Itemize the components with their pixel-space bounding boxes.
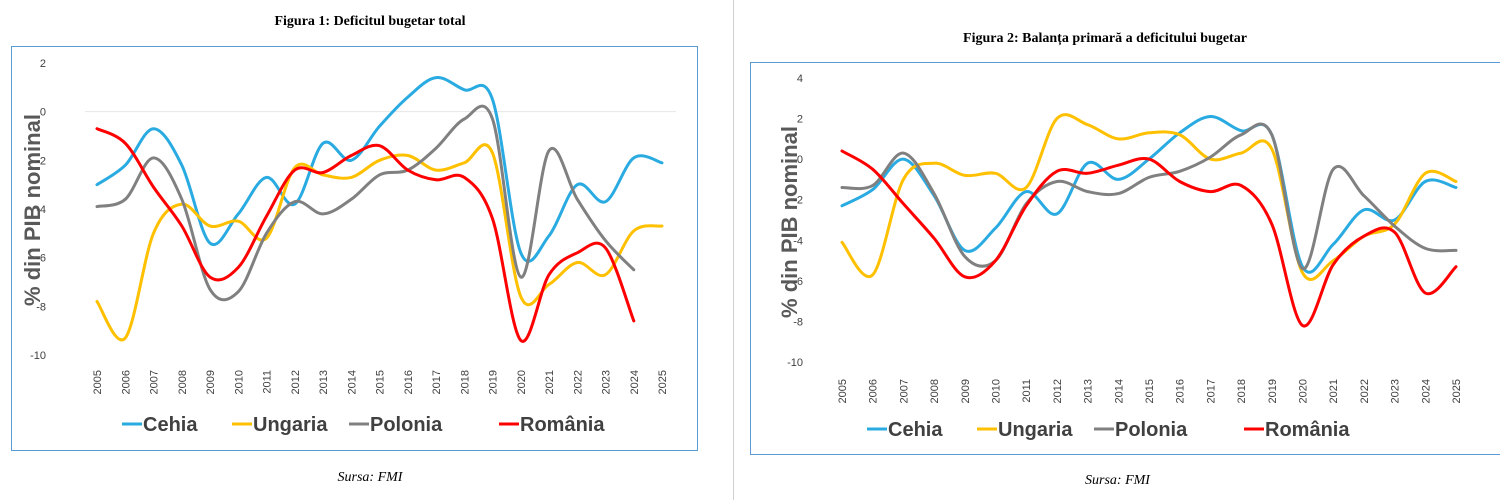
y-tick-label: 0 — [797, 154, 803, 166]
x-tick-label: 2018 — [459, 370, 471, 394]
y-tick-label: -2 — [36, 155, 46, 167]
y-tick-label: -4 — [793, 235, 803, 247]
series-line-romnia — [840, 149, 1458, 328]
x-tick-label: 2009 — [960, 379, 972, 403]
x-tick-label: 2005 — [92, 370, 104, 394]
y-tick-label: -2 — [793, 195, 803, 207]
x-tick-label: 2009 — [205, 370, 217, 394]
x-tick-label: 2007 — [898, 379, 910, 403]
y-tick-label: -10 — [30, 350, 46, 362]
line-chart-1: % din PIB nominal 2 0 -2 -4 -6 -8 -10 2005 2006 20… — [20, 58, 676, 436]
legend-label: Ungaria — [253, 414, 328, 436]
chart-source: Sursa: FMI — [337, 470, 403, 485]
series-line-polonia — [95, 104, 636, 302]
x-tick-label: 2019 — [1267, 379, 1279, 403]
legend-label: Ungaria — [998, 419, 1073, 441]
y-tick-label: -10 — [787, 357, 803, 369]
legend-label: Cehia — [888, 419, 943, 441]
x-tick-label: 2025 — [1451, 379, 1463, 403]
legend-label: Polonia — [1115, 419, 1188, 441]
chart-title: Figura 2: Balanța primară a deficitului … — [963, 31, 1247, 46]
x-tick-label: 2025 — [657, 370, 669, 394]
legend-label: România — [520, 414, 605, 436]
x-tick-label: 2005 — [837, 379, 849, 403]
x-tick-label: 2015 — [1144, 379, 1156, 403]
y-tick-label: 2 — [797, 114, 803, 126]
x-tick-label: 2010 — [991, 379, 1003, 403]
x-tick-label: 2022 — [572, 370, 584, 394]
x-tick-label: 2010 — [233, 370, 245, 394]
x-tick-label: 2008 — [929, 379, 941, 403]
y-axis-label: % din PIB nominal — [20, 114, 45, 306]
x-tick-label: 2020 — [1298, 379, 1310, 403]
x-tick-label: 2019 — [488, 370, 500, 394]
x-tick-label: 2020 — [516, 370, 528, 394]
x-tick-label: 2014 — [346, 370, 358, 394]
x-tick-label: 2012 — [1052, 379, 1064, 403]
y-axis-label: % din PIB nominal — [777, 126, 802, 318]
x-tick-label: 2024 — [629, 370, 641, 394]
x-tick-label: 2011 — [262, 370, 274, 394]
panel-divider — [733, 0, 734, 500]
x-tick-label: 2014 — [1113, 379, 1125, 403]
chart-title: Figura 1: Deficitul bugetar total — [274, 14, 466, 29]
y-tick-label: -8 — [36, 301, 46, 313]
x-tick-label: 2006 — [120, 370, 132, 394]
series-line-cehia — [95, 76, 664, 263]
legend-label: Polonia — [370, 414, 443, 436]
x-tick-label: 2016 — [1175, 379, 1187, 403]
x-tick-label: 2008 — [177, 370, 189, 394]
legend-label: Cehia — [143, 414, 198, 436]
x-tick-label: 2006 — [868, 379, 880, 403]
chart-panel-1: Figura 1: Deficitul bugetar total % din … — [0, 0, 740, 500]
y-tick-label: 4 — [797, 73, 803, 85]
line-chart-2: % din PIB nominal 4 2 0 -2 -4 -6 -8 -10 2005 2006 2… — [777, 73, 1463, 441]
x-tick-label: 2016 — [403, 370, 415, 394]
chart-panel-2: Figura 2: Balanța primară a deficitului … — [735, 0, 1500, 500]
y-tick-label: 0 — [40, 107, 46, 119]
x-tick-label: 2015 — [375, 370, 387, 394]
chart-frame — [750, 62, 1500, 455]
y-tick-label: -4 — [36, 204, 46, 216]
x-tick-label: 2017 — [1205, 379, 1217, 403]
chart-source: Sursa: FMI — [1085, 473, 1150, 488]
y-tick-label: 2 — [40, 58, 46, 70]
y-tick-label: -6 — [36, 253, 46, 265]
x-tick-label: 2012 — [290, 370, 302, 394]
y-tick-label: -6 — [793, 276, 803, 288]
x-tick-label: 2021 — [544, 370, 556, 394]
x-tick-label: 2011 — [1021, 379, 1033, 403]
x-tick-label: 2017 — [431, 370, 443, 394]
series-line-romnia — [95, 127, 636, 343]
x-tick-label: 2024 — [1420, 379, 1432, 403]
x-tick-label: 2013 — [318, 370, 330, 394]
x-tick-label: 2007 — [149, 370, 161, 394]
x-tick-label: 2013 — [1083, 379, 1095, 403]
x-tick-label: 2022 — [1359, 379, 1371, 403]
legend-label: România — [1265, 419, 1350, 441]
y-tick-label: -8 — [793, 316, 803, 328]
x-tick-label: 2021 — [1328, 379, 1340, 403]
x-tick-label: 2018 — [1236, 379, 1248, 403]
x-tick-label: 2023 — [1390, 379, 1402, 403]
series-line-polonia — [840, 122, 1458, 271]
x-tick-label: 2023 — [601, 370, 613, 394]
